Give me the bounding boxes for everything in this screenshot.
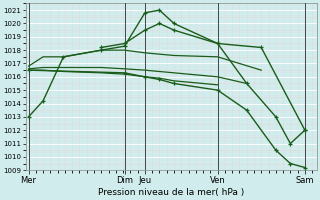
X-axis label: Pression niveau de la mer( hPa ): Pression niveau de la mer( hPa ) xyxy=(98,188,244,197)
